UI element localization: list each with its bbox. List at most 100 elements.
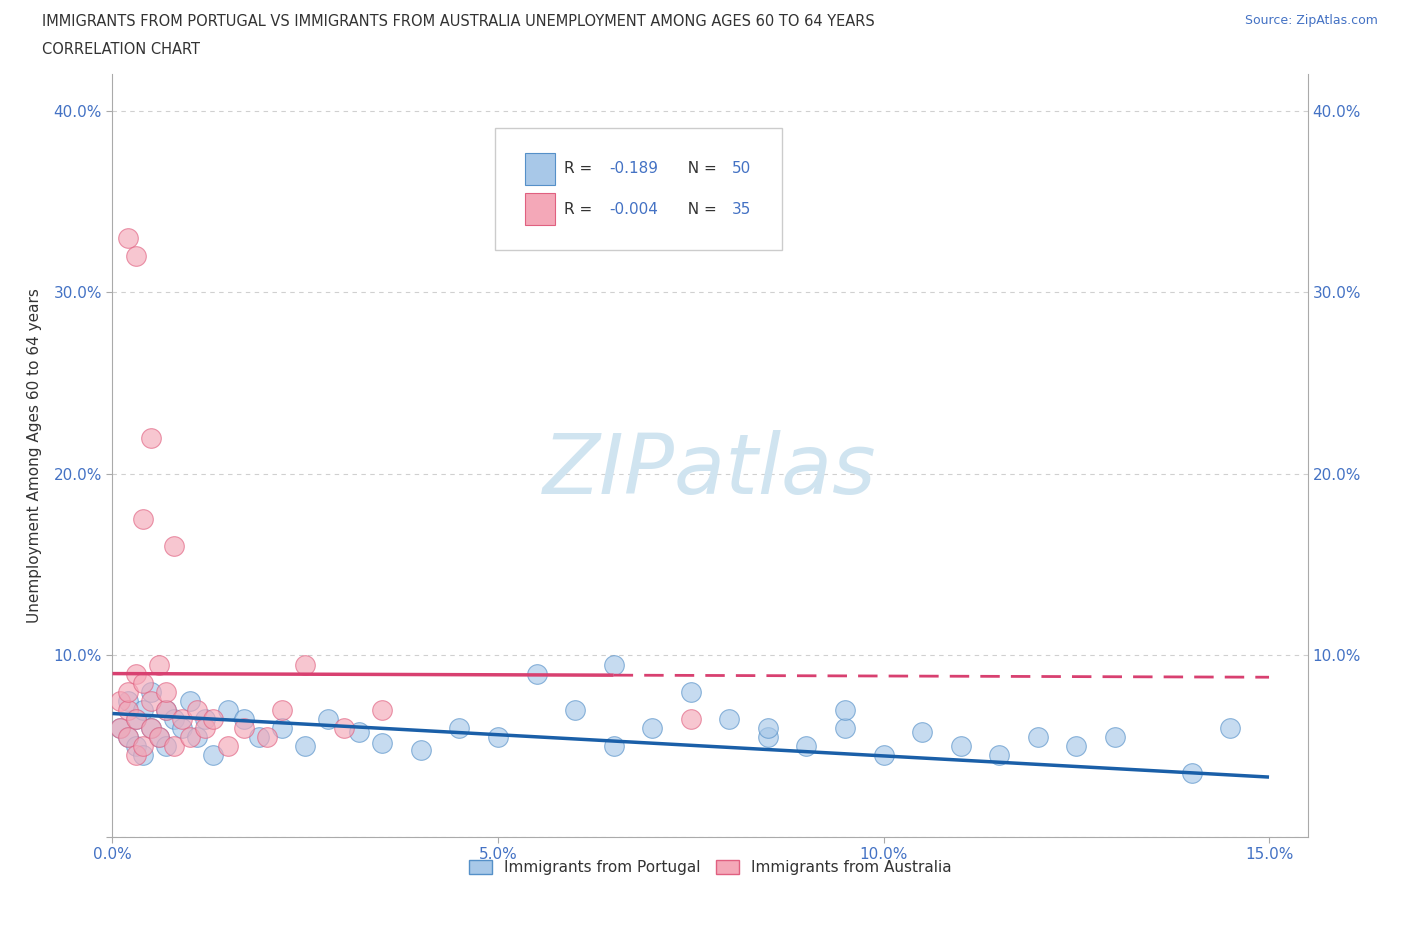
Point — [294, 658, 316, 672]
Text: Source: ZipAtlas.com: Source: ZipAtlas.com — [1244, 14, 1378, 27]
Text: 35: 35 — [731, 202, 751, 217]
FancyBboxPatch shape — [495, 127, 782, 250]
Point — [294, 738, 316, 753]
Point — [756, 730, 779, 745]
Point — [602, 658, 624, 672]
Point — [718, 711, 741, 726]
Point — [148, 730, 170, 745]
Legend: Immigrants from Portugal, Immigrants from Australia: Immigrants from Portugal, Immigrants fro… — [461, 853, 959, 883]
Point — [271, 721, 294, 736]
Point — [170, 721, 193, 736]
Point — [256, 730, 278, 745]
Point — [949, 738, 972, 753]
Point — [124, 711, 146, 726]
Point — [124, 711, 146, 726]
Text: N =: N = — [678, 202, 721, 217]
Point — [347, 724, 370, 739]
Point — [679, 684, 702, 699]
Point — [602, 738, 624, 753]
Text: CORRELATION CHART: CORRELATION CHART — [42, 42, 200, 57]
Text: N =: N = — [678, 161, 721, 176]
Point — [108, 721, 131, 736]
Point — [271, 702, 294, 717]
FancyBboxPatch shape — [524, 193, 555, 225]
Point — [1219, 721, 1241, 736]
Text: R =: R = — [564, 161, 598, 176]
Y-axis label: Unemployment Among Ages 60 to 64 years: Unemployment Among Ages 60 to 64 years — [28, 288, 42, 623]
Point — [641, 721, 664, 736]
Point — [163, 711, 186, 726]
Point — [194, 721, 217, 736]
Point — [186, 730, 208, 745]
Point — [132, 675, 155, 690]
Point — [834, 721, 856, 736]
Text: ZIPatlas: ZIPatlas — [543, 431, 877, 512]
Point — [526, 666, 548, 681]
Point — [333, 721, 356, 736]
Point — [124, 666, 146, 681]
Point — [124, 248, 146, 263]
Point — [217, 738, 239, 753]
Text: IMMIGRANTS FROM PORTUGAL VS IMMIGRANTS FROM AUSTRALIA UNEMPLOYMENT AMONG AGES 60: IMMIGRANTS FROM PORTUGAL VS IMMIGRANTS F… — [42, 14, 875, 29]
Point — [194, 711, 217, 726]
Point — [486, 730, 509, 745]
Point — [117, 231, 139, 246]
Point — [155, 738, 177, 753]
Point — [179, 694, 201, 709]
Point — [124, 738, 146, 753]
Point — [148, 730, 170, 745]
Point — [148, 658, 170, 672]
Point — [170, 711, 193, 726]
Point — [117, 730, 139, 745]
Point — [1026, 730, 1049, 745]
Text: R =: R = — [564, 202, 598, 217]
Point — [247, 730, 270, 745]
Point — [139, 721, 162, 736]
Point — [1064, 738, 1087, 753]
Point — [371, 702, 394, 717]
Point — [155, 702, 177, 717]
Point — [163, 539, 186, 554]
Point — [318, 711, 340, 726]
Text: -0.189: -0.189 — [610, 161, 658, 176]
Point — [872, 748, 894, 763]
Text: 50: 50 — [731, 161, 751, 176]
Point — [179, 730, 201, 745]
Point — [117, 730, 139, 745]
Point — [371, 735, 394, 750]
Point — [139, 721, 162, 736]
Point — [117, 702, 139, 717]
Point — [139, 684, 162, 699]
Point — [911, 724, 934, 739]
Point — [564, 702, 586, 717]
Point — [124, 748, 146, 763]
Point — [155, 702, 177, 717]
Point — [1104, 730, 1126, 745]
Point — [132, 702, 155, 717]
Point — [132, 738, 155, 753]
Point — [217, 702, 239, 717]
Point — [132, 512, 155, 526]
Point — [155, 684, 177, 699]
Point — [108, 694, 131, 709]
Point — [1181, 766, 1204, 781]
Point — [756, 721, 779, 736]
Point — [449, 721, 471, 736]
Point — [117, 684, 139, 699]
Point — [108, 721, 131, 736]
Point — [232, 711, 254, 726]
Point — [409, 742, 432, 757]
Point — [201, 748, 224, 763]
Point — [834, 702, 856, 717]
Point — [117, 694, 139, 709]
Point — [201, 711, 224, 726]
Point — [163, 738, 186, 753]
Point — [186, 702, 208, 717]
FancyBboxPatch shape — [524, 153, 555, 185]
Point — [132, 748, 155, 763]
Text: -0.004: -0.004 — [610, 202, 658, 217]
Point — [232, 721, 254, 736]
Point — [679, 711, 702, 726]
Point — [139, 430, 162, 445]
Point — [988, 748, 1011, 763]
